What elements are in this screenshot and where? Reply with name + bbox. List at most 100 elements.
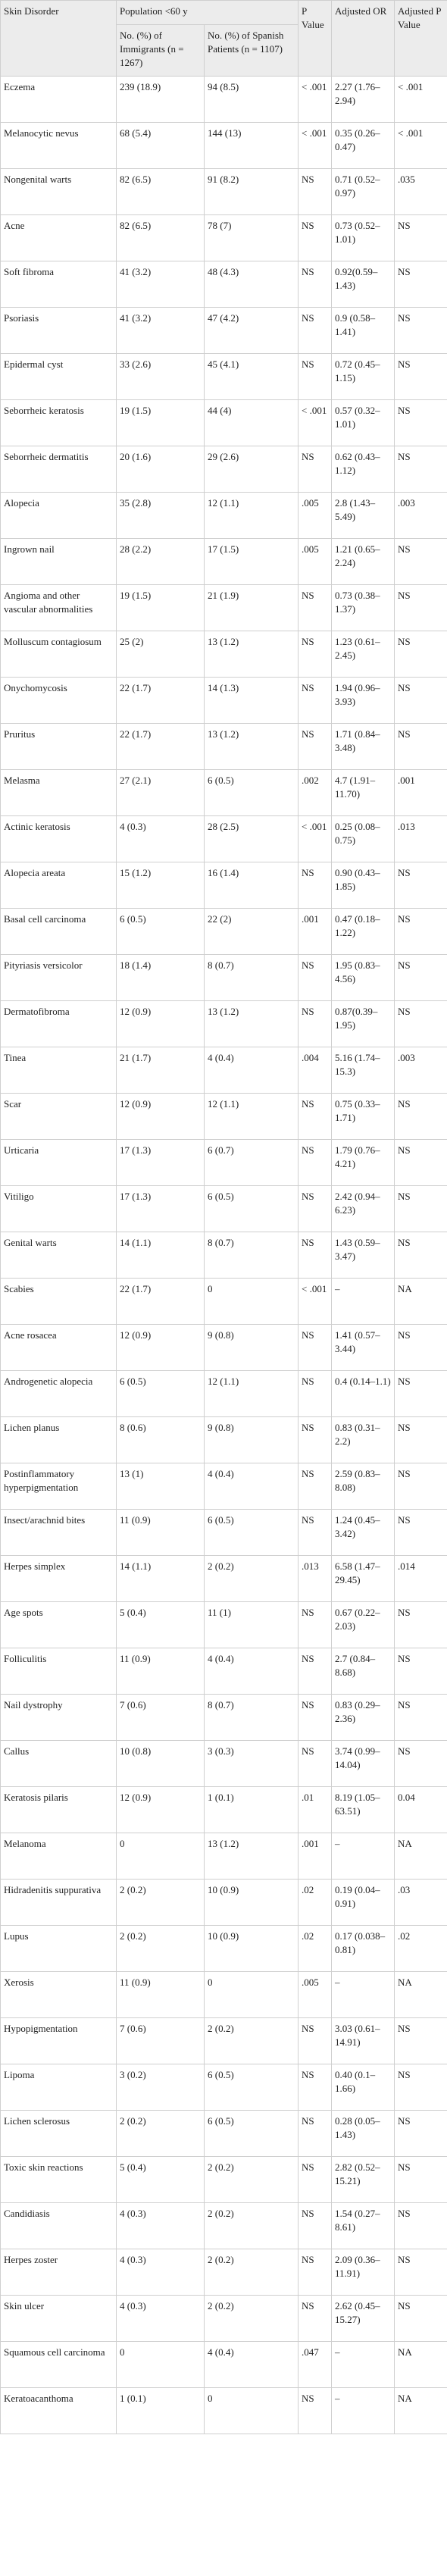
table-cell: 0 [116, 2341, 205, 2388]
table-cell: NS [298, 723, 333, 770]
table-row: Eczema 239 (18.9) 94 (8.5) < .001 2.27 (1.76… [0, 76, 447, 123]
table-cell: 4 (0.4) [203, 1648, 299, 1695]
table-cell: 12 (1.1) [203, 492, 299, 539]
table-cell: 2 (0.2) [203, 1555, 299, 1602]
table-cell: 17 (1.5) [203, 538, 299, 585]
table-cell: .001 [298, 908, 333, 955]
table-cell: NS [298, 2064, 333, 2111]
table-cell: NS [394, 2295, 447, 2342]
table-cell: .02 [394, 1925, 447, 1972]
table-cell: NS [394, 1648, 447, 1695]
table-cell: 6 (0.5) [203, 1509, 299, 1556]
table-cell: .001 [394, 769, 447, 816]
table-row: Onychomycosis 22 (1.7) 14 (1.3) NS 1.94 (0.9… [0, 677, 447, 724]
table-cell: 0.73 (0.38–1.37) [331, 584, 395, 631]
table-cell: 1.95 (0.83–4.56) [331, 954, 395, 1001]
table-cell: 8 (0.7) [203, 1694, 299, 1741]
table-cell: 1.24 (0.45–3.42) [331, 1509, 395, 1556]
table-cell: 33 (2.6) [116, 353, 205, 400]
table-cell: 12 (0.9) [116, 1000, 205, 1047]
table-cell: NS [394, 261, 447, 308]
table-cell: 8.19 (1.05–63.51) [331, 1786, 395, 1833]
table-cell: < .001 [298, 399, 333, 446]
table-cell: 4 (0.4) [203, 2341, 299, 2388]
table-cell: NS [394, 954, 447, 1001]
table-cell: NS [298, 1509, 333, 1556]
table-cell: 4 (0.4) [203, 1047, 299, 1094]
table-cell: NS [298, 2202, 333, 2249]
table-row: Lipoma 3 (0.2) 6 (0.5) NS 0.40 (0.1–1.66) NS [0, 2064, 447, 2111]
table-cell: 9 (0.8) [203, 1416, 299, 1463]
table-cell: < .001 [298, 1278, 333, 1325]
table-cell: 12 (1.1) [203, 1093, 299, 1140]
table-row: Melasma 27 (2.1) 6 (0.5) .002 4.7 (1.91–11.7… [0, 769, 447, 816]
table-cell: NA [394, 2387, 447, 2434]
table-cell: 6 (0.5) [116, 1370, 205, 1417]
table-cell: Ingrown nail [0, 538, 117, 585]
table-cell: 6.58 (1.47–29.45) [331, 1555, 395, 1602]
table-cell: 22 (1.7) [116, 677, 205, 724]
table-cell: NS [298, 584, 333, 631]
table-row: Lichen planus 8 (0.6) 9 (0.8) NS 0.83 (0.31–… [0, 1416, 447, 1463]
table-cell: Melanoma [0, 1833, 117, 1880]
table-cell: 0.25 (0.08–0.75) [331, 815, 395, 862]
table-cell: NS [394, 2202, 447, 2249]
table-cell: 2 (0.2) [203, 2156, 299, 2203]
table-cell: NS [298, 1185, 333, 1232]
table-cell: Seborrheic dermatitis [0, 446, 117, 493]
table-cell: 21 (1.9) [203, 584, 299, 631]
table-cell: 0.72 (0.45–1.15) [331, 353, 395, 400]
table-cell: NS [298, 2156, 333, 2203]
table-cell: NS [394, 908, 447, 955]
table-cell: NS [394, 1694, 447, 1741]
table-cell: 28 (2.5) [203, 815, 299, 862]
table-cell: 29 (2.6) [203, 446, 299, 493]
table-cell: 0.92(0.59–1.43) [331, 261, 395, 308]
table-cell: 4 (0.3) [116, 2249, 205, 2296]
table-cell: Dermatofibroma [0, 1000, 117, 1047]
table-cell: .013 [298, 1555, 333, 1602]
table-cell: 5 (0.4) [116, 1601, 205, 1648]
table-cell: 14 (1.3) [203, 677, 299, 724]
table-cell: 8 (0.7) [203, 954, 299, 1001]
table-cell: Scar [0, 1093, 117, 1140]
header-cell: No. (%) of Immigrants (n = 1267) [116, 24, 205, 77]
table-row: Vitiligo 17 (1.3) 6 (0.5) NS 2.42 (0.94–6.23… [0, 1185, 447, 1232]
table-cell: 47 (4.2) [203, 307, 299, 354]
table-cell: 8 (0.6) [116, 1416, 205, 1463]
table-cell: NS [298, 954, 333, 1001]
table-cell: 13 (1.2) [203, 1833, 299, 1880]
table-cell: Molluscum contagiosum [0, 631, 117, 678]
table-cell: Melasma [0, 769, 117, 816]
table-cell: .01 [298, 1786, 333, 1833]
table-cell: Seborrheic keratosis [0, 399, 117, 446]
table-cell: 22 (1.7) [116, 723, 205, 770]
table-cell: NS [394, 538, 447, 585]
table-cell: Age spots [0, 1601, 117, 1648]
table-cell: Keratosis pilaris [0, 1786, 117, 1833]
table-cell: NS [394, 1601, 447, 1648]
table-cell: NS [394, 1093, 447, 1140]
table-row: Nongenital warts 82 (6.5) 91 (8.2) NS 0.71 (… [0, 168, 447, 215]
table-cell: 0 [203, 1278, 299, 1325]
table-cell: 1 (0.1) [116, 2387, 205, 2434]
table-cell: 2.42 (0.94–6.23) [331, 1185, 395, 1232]
table-cell: 0.75 (0.33–1.71) [331, 1093, 395, 1140]
table-cell: 3.74 (0.99–14.04) [331, 1740, 395, 1787]
table-cell: 11 (1) [203, 1601, 299, 1648]
table-cell: – [331, 1971, 395, 2018]
table-row: Herpes zoster 4 (0.3) 2 (0.2) NS 2.09 (0.36–… [0, 2249, 447, 2296]
table-cell: NA [394, 1833, 447, 1880]
table-cell: 13 (1.2) [203, 631, 299, 678]
table-cell: NS [298, 631, 333, 678]
table-cell: 2 (0.2) [116, 1925, 205, 1972]
table-cell: 0.28 (0.05–1.43) [331, 2110, 395, 2157]
table-cell: 11 (0.9) [116, 1509, 205, 1556]
table-cell: NS [298, 353, 333, 400]
table-cell: 17 (1.3) [116, 1185, 205, 1232]
table-cell: NS [298, 2387, 333, 2434]
table-cell: NS [394, 1416, 447, 1463]
table-cell: 0.17 (0.038–0.81) [331, 1925, 395, 1972]
header-cell: No. (%) of Spanish Patients (n = 1107) [203, 24, 299, 77]
table-cell: 68 (5.4) [116, 122, 205, 169]
